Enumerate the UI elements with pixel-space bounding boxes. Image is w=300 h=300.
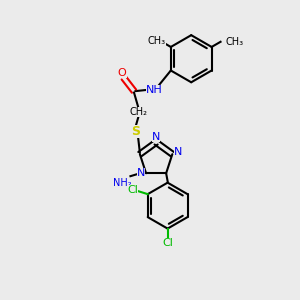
Text: N: N <box>152 132 160 142</box>
Text: Cl: Cl <box>162 238 173 248</box>
Text: O: O <box>118 68 127 78</box>
Text: NH₂: NH₂ <box>113 178 132 188</box>
Text: Cl: Cl <box>127 185 138 195</box>
Text: S: S <box>131 125 140 138</box>
Text: CH₂: CH₂ <box>129 107 147 117</box>
Text: N: N <box>174 147 182 157</box>
Text: CH₃: CH₃ <box>148 36 166 46</box>
Text: CH₃: CH₃ <box>226 37 244 47</box>
Text: NH: NH <box>146 85 163 94</box>
Text: N: N <box>136 168 145 178</box>
